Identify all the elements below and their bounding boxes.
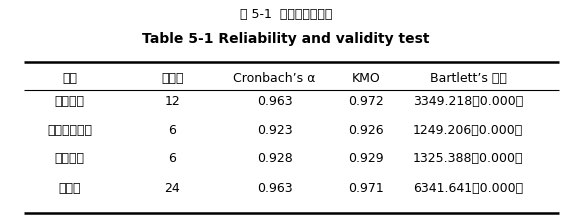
Text: 0.963: 0.963 (257, 95, 292, 108)
Text: 6341.641（0.000）: 6341.641（0.000） (413, 182, 523, 195)
Text: 题项数: 题项数 (161, 72, 184, 85)
Text: 0.971: 0.971 (348, 182, 384, 195)
Text: 0.929: 0.929 (348, 152, 383, 165)
Text: 总量表: 总量表 (58, 182, 81, 195)
Text: 0.963: 0.963 (257, 182, 292, 195)
Text: 24: 24 (164, 182, 180, 195)
Text: Bartlett’s 检验: Bartlett’s 检验 (430, 72, 507, 85)
Text: Table 5-1 Reliability and validity test: Table 5-1 Reliability and validity test (142, 32, 430, 46)
Text: 1325.388（0.000）: 1325.388（0.000） (413, 152, 523, 165)
Text: 0.923: 0.923 (257, 124, 292, 136)
Text: Cronbach’s α: Cronbach’s α (233, 72, 316, 85)
Text: 6: 6 (168, 152, 176, 165)
Text: 1249.206（0.000）: 1249.206（0.000） (413, 124, 523, 136)
Text: 3349.218（0.000）: 3349.218（0.000） (413, 95, 523, 108)
Text: 0.972: 0.972 (348, 95, 384, 108)
Text: 表 5-1  信度、效度检验: 表 5-1 信度、效度检验 (240, 8, 332, 21)
Text: 12: 12 (164, 95, 180, 108)
Text: 0.928: 0.928 (257, 152, 292, 165)
Text: 品牌声誉: 品牌声誉 (55, 152, 85, 165)
Text: 0.926: 0.926 (348, 124, 383, 136)
Text: KMO: KMO (351, 72, 380, 85)
Text: 绿色营销: 绿色营销 (55, 95, 85, 108)
Text: 量表: 量表 (62, 72, 77, 85)
Text: 消费者忠诚度: 消费者忠诚度 (47, 124, 92, 136)
Text: 6: 6 (168, 124, 176, 136)
